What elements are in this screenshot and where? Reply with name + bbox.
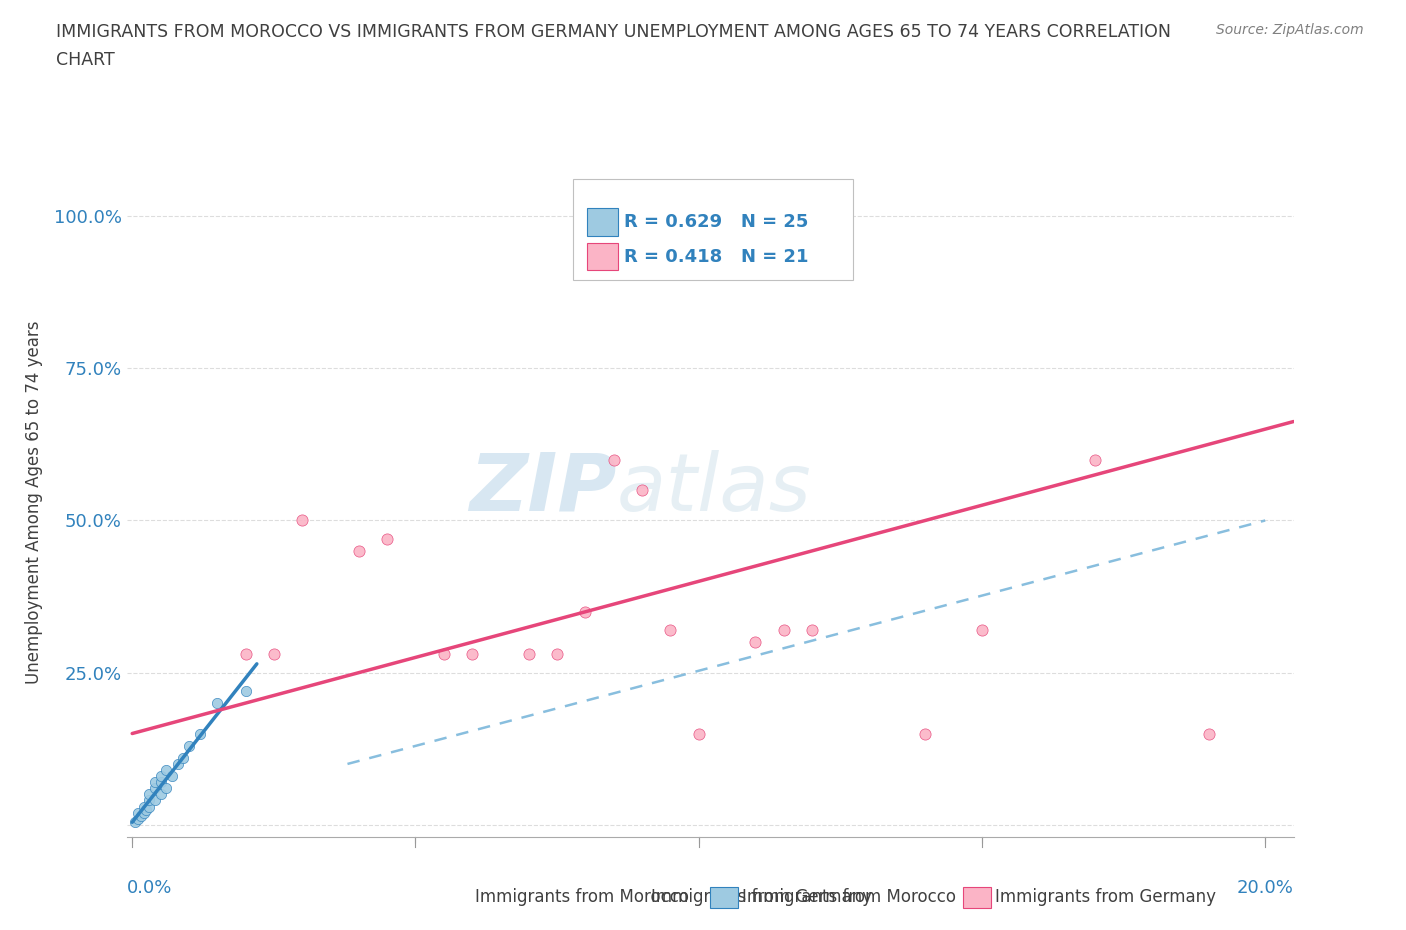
Point — [433, 647, 456, 662]
Point — [772, 622, 794, 637]
Point — [132, 799, 155, 814]
Point — [375, 531, 398, 546]
Point — [143, 781, 166, 796]
Point — [970, 622, 993, 637]
Text: 0.0%: 0.0% — [127, 879, 172, 897]
Point — [235, 647, 257, 662]
Point — [149, 787, 172, 802]
Point — [138, 787, 160, 802]
Point — [235, 684, 257, 698]
Text: 20.0%: 20.0% — [1237, 879, 1294, 897]
Point — [135, 803, 157, 817]
Point — [461, 647, 484, 662]
Point — [132, 805, 155, 820]
Point — [160, 769, 183, 784]
Point — [188, 726, 211, 741]
Point — [155, 763, 177, 777]
Point — [127, 811, 149, 826]
Text: Immigrants from Germany: Immigrants from Germany — [995, 888, 1216, 907]
Point — [574, 604, 596, 619]
Text: CHART: CHART — [56, 51, 115, 69]
Text: R = 0.629   N = 25: R = 0.629 N = 25 — [624, 213, 808, 231]
Point — [603, 452, 626, 467]
Point — [631, 483, 654, 498]
Point — [291, 513, 314, 528]
Point — [546, 647, 568, 662]
Text: IMMIGRANTS FROM MOROCCO VS IMMIGRANTS FROM GERMANY UNEMPLOYMENT AMONG AGES 65 TO: IMMIGRANTS FROM MOROCCO VS IMMIGRANTS FR… — [56, 23, 1171, 41]
Point — [143, 793, 166, 808]
Point — [914, 726, 936, 741]
Y-axis label: Unemployment Among Ages 65 to 74 years: Unemployment Among Ages 65 to 74 years — [24, 321, 42, 684]
Point — [347, 543, 370, 558]
Point — [149, 775, 172, 790]
Text: atlas: atlas — [617, 450, 811, 528]
Point — [659, 622, 682, 637]
Point — [517, 647, 540, 662]
Point — [124, 815, 146, 830]
Point — [138, 799, 160, 814]
Point — [138, 793, 160, 808]
Point — [263, 647, 285, 662]
Point — [127, 805, 149, 820]
Point — [166, 756, 188, 771]
Point — [172, 751, 194, 765]
Point — [801, 622, 824, 637]
Point — [744, 635, 766, 650]
Point — [143, 775, 166, 790]
Text: ZIP: ZIP — [470, 450, 617, 528]
Text: Source: ZipAtlas.com: Source: ZipAtlas.com — [1216, 23, 1364, 37]
Text: R = 0.418   N = 21: R = 0.418 N = 21 — [624, 247, 808, 266]
Point — [688, 726, 710, 741]
Point — [205, 696, 228, 711]
Point — [1198, 726, 1220, 741]
Point — [129, 808, 152, 823]
Point — [1084, 452, 1107, 467]
Point — [149, 769, 172, 784]
Text: Immigrants from Germany: Immigrants from Germany — [651, 888, 872, 907]
Text: Immigrants from Morocco: Immigrants from Morocco — [475, 888, 689, 907]
Point — [155, 781, 177, 796]
Point — [177, 738, 200, 753]
Text: Immigrants from Morocco: Immigrants from Morocco — [742, 888, 956, 907]
